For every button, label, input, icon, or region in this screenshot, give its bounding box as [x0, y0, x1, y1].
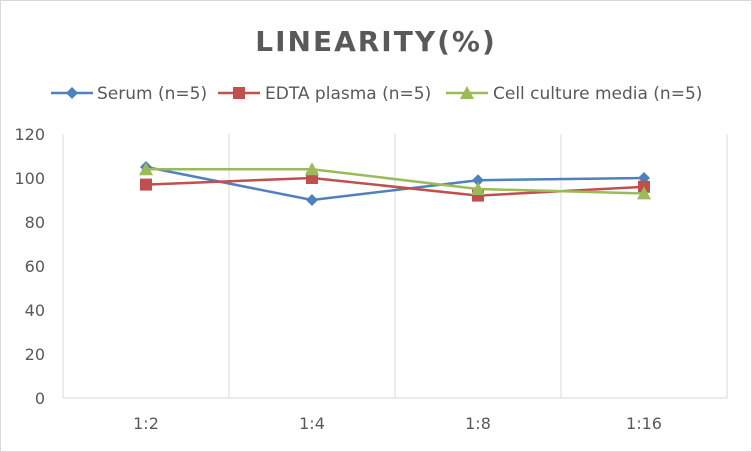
data-point	[471, 182, 485, 195]
legend-label-serum: Serum (n=5)	[97, 84, 207, 104]
legend: Serum (n=5) EDTA plasma (n=5) Cell cultu…	[51, 84, 702, 104]
legend-item-edta-plasma: EDTA plasma (n=5)	[218, 84, 431, 104]
legend-marker-cell-culture-media	[460, 86, 474, 99]
legend-label-cell-culture-media: Cell culture media (n=5)	[493, 84, 702, 104]
x-tick-label: 1:8	[465, 414, 491, 433]
data-point	[305, 162, 319, 176]
y-tick-label: 120	[14, 125, 45, 144]
y-axis-ticks: 0 20 40 60 80 100 120	[14, 125, 45, 408]
data-point	[472, 174, 484, 187]
data-point	[306, 194, 318, 206]
series-line	[145, 165, 645, 202]
data-point	[637, 186, 651, 200]
legend-label-edta-plasma: EDTA plasma (n=5)	[265, 84, 431, 104]
x-tick-label: 1:4	[299, 414, 325, 433]
plot-area	[62, 134, 728, 399]
x-tick-label: 1:2	[133, 414, 159, 433]
x-axis-ticks: 1:2 1:4 1:8 1:16	[133, 414, 662, 433]
data-point	[140, 178, 152, 191]
y-tick-label: 60	[25, 257, 45, 276]
legend-marker-serum	[66, 87, 78, 99]
data-point	[139, 162, 153, 176]
legend-item-serum: Serum (n=5)	[51, 84, 207, 104]
y-tick-label: 20	[25, 345, 45, 364]
series-line	[146, 167, 645, 195]
y-tick-label: 0	[35, 389, 45, 408]
y-tick-label: 100	[14, 169, 45, 188]
chart-title: LINEARITY(%)	[255, 25, 497, 58]
legend-marker-edta-plasma	[233, 87, 245, 99]
legend-item-cell-culture-media: Cell culture media (n=5)	[446, 84, 702, 104]
series-layer	[139, 161, 651, 206]
x-tick-label: 1:16	[626, 414, 662, 433]
series-2	[139, 162, 651, 200]
y-tick-label: 80	[25, 213, 45, 232]
y-tick-label: 40	[25, 301, 45, 320]
